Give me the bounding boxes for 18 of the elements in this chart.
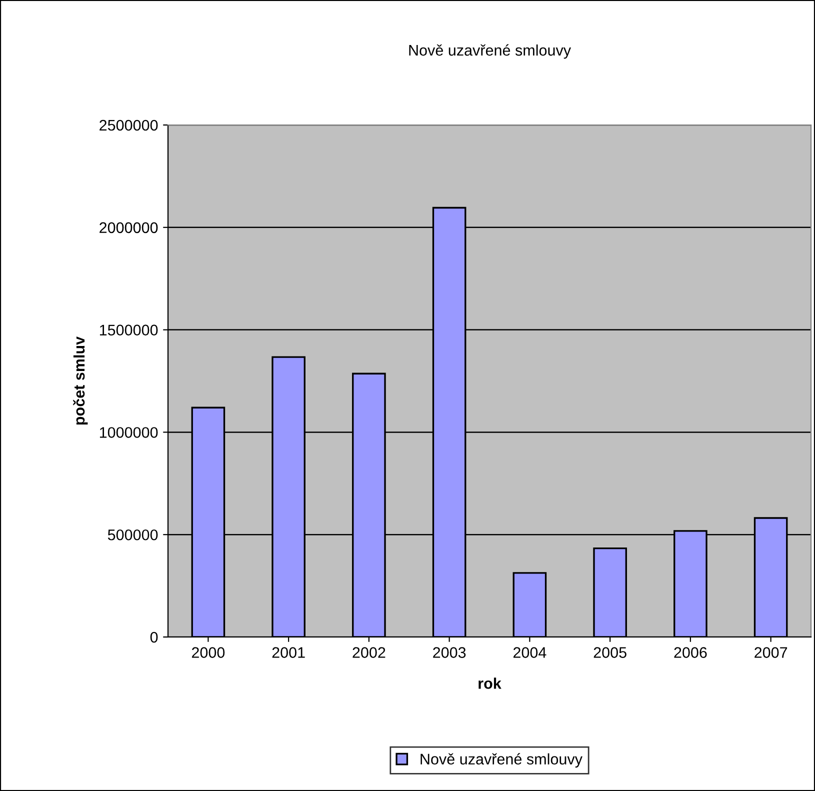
y-tick-label: 0 <box>150 632 158 643</box>
x-tick-label: 2001 <box>272 647 305 658</box>
x-tick-label: 2005 <box>594 647 626 658</box>
y-axis-title: počet smluv <box>73 336 88 425</box>
x-tick-label: 2006 <box>674 647 707 658</box>
x-axis-title: rok <box>478 678 502 689</box>
y-tick-label: 1500000 <box>100 324 158 336</box>
legend-label: Nově uzavřené smlouvy <box>420 753 582 768</box>
x-tick-label: 2000 <box>192 647 225 658</box>
x-tick-label: 2007 <box>754 647 788 658</box>
x-tick-label: 2004 <box>513 647 546 658</box>
x-tick-label: 2002 <box>352 647 386 658</box>
y-tick-label: 2500000 <box>100 120 158 131</box>
y-tick-label: 1000000 <box>100 427 158 438</box>
y-tick-label: 2000000 <box>100 222 158 234</box>
chart-title: Nově uzavřené smlouvy <box>409 44 571 59</box>
y-tick-label: 500000 <box>108 529 158 540</box>
x-tick-label: 2003 <box>433 647 466 658</box>
